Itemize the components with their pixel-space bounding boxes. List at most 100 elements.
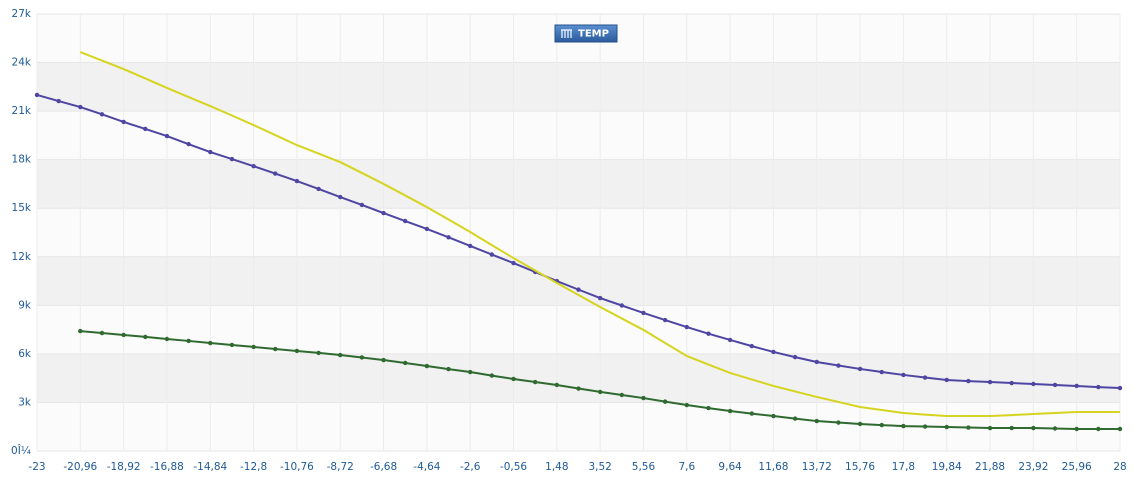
y-tick-label: 0Î¼ xyxy=(11,444,31,457)
point xyxy=(294,178,300,184)
point xyxy=(424,363,430,369)
point xyxy=(186,141,191,147)
point xyxy=(164,133,170,139)
point xyxy=(1052,382,1058,388)
point xyxy=(251,163,256,169)
x-tick-label: -4,64 xyxy=(413,461,440,473)
point xyxy=(901,372,906,378)
point xyxy=(1117,426,1123,432)
point xyxy=(294,348,300,354)
x-tick-label: -23 xyxy=(28,461,45,473)
y-tick-label: 12k xyxy=(12,251,32,263)
point xyxy=(749,411,754,416)
point xyxy=(641,395,646,401)
point xyxy=(662,399,668,404)
point xyxy=(229,342,235,348)
point xyxy=(597,389,603,395)
tick-labels: 0Î¼ 3k 6k 9k 12k 15k 18k 21k 24k 27k -23 -20,96 -18,… xyxy=(11,8,1127,473)
legend[interactable]: TEMP xyxy=(554,24,618,43)
point xyxy=(879,369,884,375)
grid-band xyxy=(37,159,1120,209)
point xyxy=(662,317,668,323)
point xyxy=(229,156,235,162)
point xyxy=(576,287,581,292)
point xyxy=(1096,384,1101,390)
point xyxy=(641,310,646,316)
point xyxy=(836,363,841,368)
point xyxy=(381,357,386,363)
point xyxy=(34,92,40,98)
point xyxy=(273,171,278,176)
point xyxy=(1074,426,1079,432)
point xyxy=(944,377,949,383)
grid xyxy=(36,13,1121,452)
point xyxy=(468,243,473,249)
grid-band xyxy=(37,62,1120,112)
point xyxy=(1074,383,1079,389)
point xyxy=(121,119,126,125)
point xyxy=(576,386,581,391)
x-tick-label: 11,68 xyxy=(758,461,788,473)
x-tick-label: 13,72 xyxy=(802,461,832,473)
point xyxy=(99,330,105,336)
point xyxy=(164,336,170,342)
point xyxy=(597,295,603,301)
point xyxy=(966,378,971,384)
y-tick-label: 6k xyxy=(18,348,32,360)
point xyxy=(143,126,148,132)
x-tick-label: -16,88 xyxy=(150,461,184,473)
point xyxy=(966,425,971,430)
x-tick-label: -10,76 xyxy=(280,461,314,473)
x-tick-label: -0,56 xyxy=(500,461,527,473)
point xyxy=(814,418,819,424)
x-tick-label: 21,88 xyxy=(975,461,1005,473)
point xyxy=(879,422,884,428)
point xyxy=(208,149,213,155)
point xyxy=(792,416,798,421)
point xyxy=(381,210,386,216)
point xyxy=(944,424,949,430)
x-tick-label: -14,84 xyxy=(193,461,227,473)
y-tick-label: 18k xyxy=(12,154,32,166)
point xyxy=(836,420,841,425)
point xyxy=(771,349,776,355)
x-tick-label: 28 xyxy=(1113,461,1126,473)
point xyxy=(78,328,83,334)
point xyxy=(121,332,126,338)
point xyxy=(208,340,213,346)
point xyxy=(1009,425,1014,431)
x-tick-label: 23,92 xyxy=(1018,461,1048,473)
point xyxy=(316,350,321,356)
point xyxy=(511,260,516,266)
point xyxy=(186,338,191,344)
point xyxy=(901,423,906,429)
x-tick-label: 19,84 xyxy=(932,461,962,473)
y-tick-label: 15k xyxy=(12,202,32,214)
y-tick-label: 3k xyxy=(18,396,32,408)
point xyxy=(1117,385,1123,391)
point xyxy=(446,366,451,372)
x-tick-label: 25,96 xyxy=(1062,461,1092,473)
x-tick-label: -12,8 xyxy=(240,461,267,473)
point xyxy=(684,324,689,330)
point xyxy=(511,376,516,382)
x-tick-label: -20,96 xyxy=(63,461,97,473)
legend-label[interactable]: TEMP xyxy=(578,29,609,40)
point xyxy=(1052,426,1058,431)
point xyxy=(727,408,733,414)
point xyxy=(424,226,430,232)
point xyxy=(1031,425,1036,431)
x-tick-label: 5,56 xyxy=(632,461,656,473)
point xyxy=(814,359,819,365)
x-tick-label: 15,76 xyxy=(845,461,875,473)
point xyxy=(706,331,711,336)
y-tick-label: 27k xyxy=(12,8,32,20)
point xyxy=(532,379,538,385)
point xyxy=(99,112,105,117)
point xyxy=(359,355,365,360)
point xyxy=(468,369,473,375)
point xyxy=(922,424,928,429)
point xyxy=(706,405,711,411)
x-tick-label: -6,68 xyxy=(370,461,397,473)
